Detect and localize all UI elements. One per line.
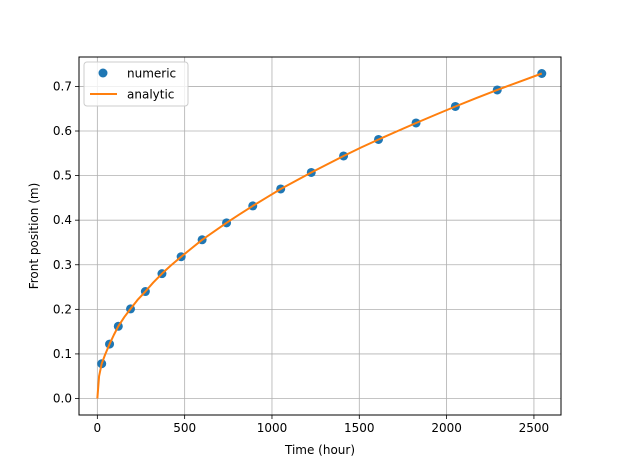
y-tick-label: 0.2 bbox=[53, 302, 72, 316]
y-tick-label: 0.3 bbox=[53, 258, 72, 272]
x-tick-label: 0 bbox=[94, 421, 102, 435]
x-tick-label: 1500 bbox=[344, 421, 375, 435]
y-tick-label: 0.0 bbox=[53, 392, 72, 406]
y-tick-label: 0.1 bbox=[53, 347, 72, 361]
x-axis-label: Time (hour) bbox=[284, 443, 355, 457]
y-tick-label: 0.4 bbox=[53, 213, 72, 227]
x-tick-label: 1000 bbox=[257, 421, 288, 435]
y-tick-label: 0.5 bbox=[53, 169, 72, 183]
grid bbox=[79, 57, 561, 415]
analytic-line bbox=[96, 72, 543, 399]
x-tick-label: 2500 bbox=[519, 421, 550, 435]
y-tick-label: 0.6 bbox=[53, 124, 72, 138]
x-tick-label: 2000 bbox=[431, 421, 462, 435]
legend: numeric analytic bbox=[83, 61, 189, 107]
legend-marker-numeric bbox=[98, 68, 108, 78]
plot-area bbox=[96, 68, 547, 399]
numeric-point bbox=[537, 68, 547, 78]
y-axis-label: Front position (m) bbox=[27, 183, 41, 290]
ticks: 0 500 1000 1500 2000 2500 0.0 0.1 0.2 0.3 0.4 0.5 0.… bbox=[53, 79, 549, 435]
x-tick-label: 500 bbox=[173, 421, 196, 435]
axes-frame bbox=[78, 56, 562, 416]
legend-label-numeric: numeric bbox=[127, 67, 176, 81]
legend-label-analytic: analytic bbox=[127, 88, 174, 102]
y-tick-label: 0.7 bbox=[53, 79, 72, 93]
